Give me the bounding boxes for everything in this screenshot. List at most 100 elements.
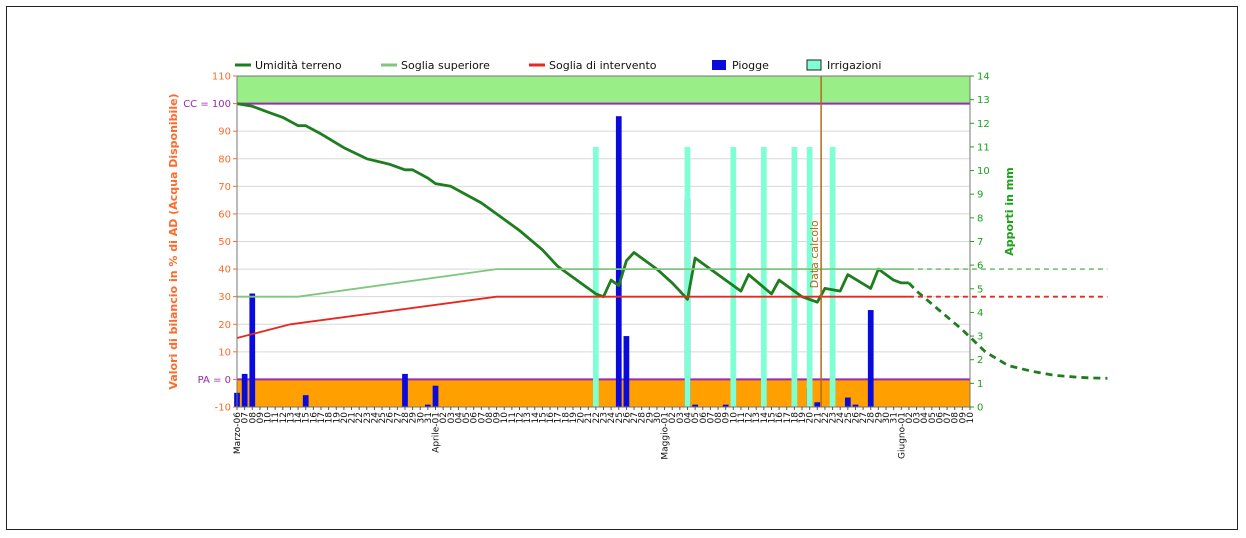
y2-tick-label: 13 (977, 95, 990, 106)
y2-tick-label: 11 (977, 142, 990, 153)
x-tick-label: 10 (264, 412, 274, 424)
x-tick-label: 06 (470, 412, 480, 424)
x-tick-label: 31 (890, 412, 900, 423)
x-tick-label: 10 (500, 412, 510, 424)
x-tick-label: 27 (630, 412, 640, 423)
x-tick-label: 26 (851, 412, 861, 424)
x-tick-label: 08 (714, 412, 724, 424)
y-tick-label: CC = 100 (183, 99, 231, 110)
x-tick-label: 10 (966, 412, 976, 424)
y2-axis-title: Apporti in mm (1003, 167, 1016, 255)
x-tick-label: 28 (401, 412, 411, 424)
x-tick-label: 21 (813, 412, 823, 423)
rain-bar (425, 404, 431, 407)
x-tick-label: 26 (622, 412, 632, 424)
legend-swatch (806, 59, 822, 71)
x-tick-label: 05 (928, 412, 938, 423)
y2-tick-label: 1 (977, 379, 983, 390)
x-tick-label: 24 (370, 412, 380, 424)
x-tick-label: 08 (951, 412, 961, 424)
x-tick-label: 18 (561, 412, 571, 424)
y-tick-label: 10 (218, 347, 231, 358)
y-tick-label: PA = 0 (198, 375, 231, 386)
rain-bar (249, 293, 256, 407)
y2-tick-label: 3 (977, 332, 983, 343)
x-tick-label: 08 (485, 412, 495, 424)
x-tick-label: 12 (516, 412, 526, 423)
rain-bar (814, 402, 821, 407)
x-tick-label: 03 (676, 412, 686, 423)
x-tick-label: 13 (286, 412, 296, 423)
x-tick-label: 17 (783, 412, 793, 423)
rain-bar (432, 385, 439, 407)
y-tick-label: 110 (212, 72, 231, 83)
x-tick-label: 22 (821, 412, 831, 423)
x-tick-label: 25 (378, 412, 388, 423)
y2-tick-label: 9 (977, 190, 983, 201)
x-tick-label: 13 (523, 412, 533, 423)
rain-bar (867, 310, 874, 407)
series-line (907, 281, 1108, 380)
x-tick-label: 02 (439, 412, 449, 423)
x-tick-label: 23 (829, 412, 839, 423)
x-tick-label: 15 (767, 412, 777, 423)
x-tick-label: 15 (302, 412, 312, 423)
irrigation-bar (760, 146, 767, 407)
x-tick-label: 20 (577, 412, 587, 424)
x-tick-label: Giugno-01 (897, 412, 907, 459)
y-tick-label: 90 (218, 127, 231, 138)
x-tick-label: 06 (935, 412, 945, 424)
x-tick-label: 02 (905, 412, 915, 423)
x-tick-label: 24 (607, 412, 617, 424)
rain-bar (722, 404, 729, 407)
y2-tick-label: 6 (977, 261, 983, 272)
x-tick-label: 11 (508, 412, 518, 423)
x-tick-label: 03 (913, 412, 923, 423)
rain-bar (241, 373, 248, 407)
y-tick-label: -10 (215, 403, 231, 414)
series-line (236, 295, 909, 339)
x-tick-label: 09 (256, 412, 266, 424)
x-tick-label: 23 (600, 412, 610, 423)
irrigation-bar (806, 146, 813, 407)
x-tick-label: 11 (271, 412, 281, 423)
x-tick-label: 28 (638, 412, 648, 424)
wilting-point-band (237, 379, 970, 407)
x-tick-label: 06 (699, 412, 709, 424)
field-capacity-band (237, 76, 970, 104)
x-tick-label: 08 (248, 412, 258, 424)
y2-tick-label: 0 (977, 403, 983, 414)
calc-date-label: Data calcolo (808, 220, 821, 288)
y2-tick-label: 7 (977, 237, 983, 248)
y-tick-label: 40 (218, 265, 231, 276)
y2-tick-label: 5 (977, 284, 983, 295)
x-tick-label: 27 (393, 412, 403, 423)
x-tick-label: 12 (745, 412, 755, 423)
x-tick-label: 30 (882, 412, 892, 424)
x-tick-label: 07 (241, 412, 251, 423)
x-tick-label: 18 (325, 412, 335, 424)
x-tick-label: 20 (340, 412, 350, 424)
x-tick-label: 21 (348, 412, 358, 423)
legend-label: Piogge (732, 59, 769, 72)
legend-label: Umidità terreno (255, 59, 342, 72)
series-line (236, 102, 909, 304)
y-tick-label: 20 (218, 320, 231, 331)
series-line (237, 268, 909, 298)
legend-label: Soglia superiore (401, 59, 490, 72)
x-tick-label: 17 (317, 412, 327, 423)
irrigation-bar (730, 146, 737, 407)
x-tick-label: 02 (668, 412, 678, 423)
x-tick-label: 07 (706, 412, 716, 423)
irrigation-bar (684, 146, 691, 407)
x-tick-label: 26 (386, 412, 396, 424)
y-tick-label: 80 (218, 154, 231, 165)
x-tick-label: 05 (691, 412, 701, 423)
x-tick-label: Maggio-01 (661, 412, 671, 460)
rain-bar (402, 373, 408, 407)
x-tick-label: 16 (775, 412, 785, 424)
x-tick-label: 19 (798, 412, 808, 424)
legend-swatch (712, 60, 726, 70)
x-tick-label: Aprile-01 (432, 412, 442, 453)
x-tick-label: 09 (493, 412, 503, 424)
